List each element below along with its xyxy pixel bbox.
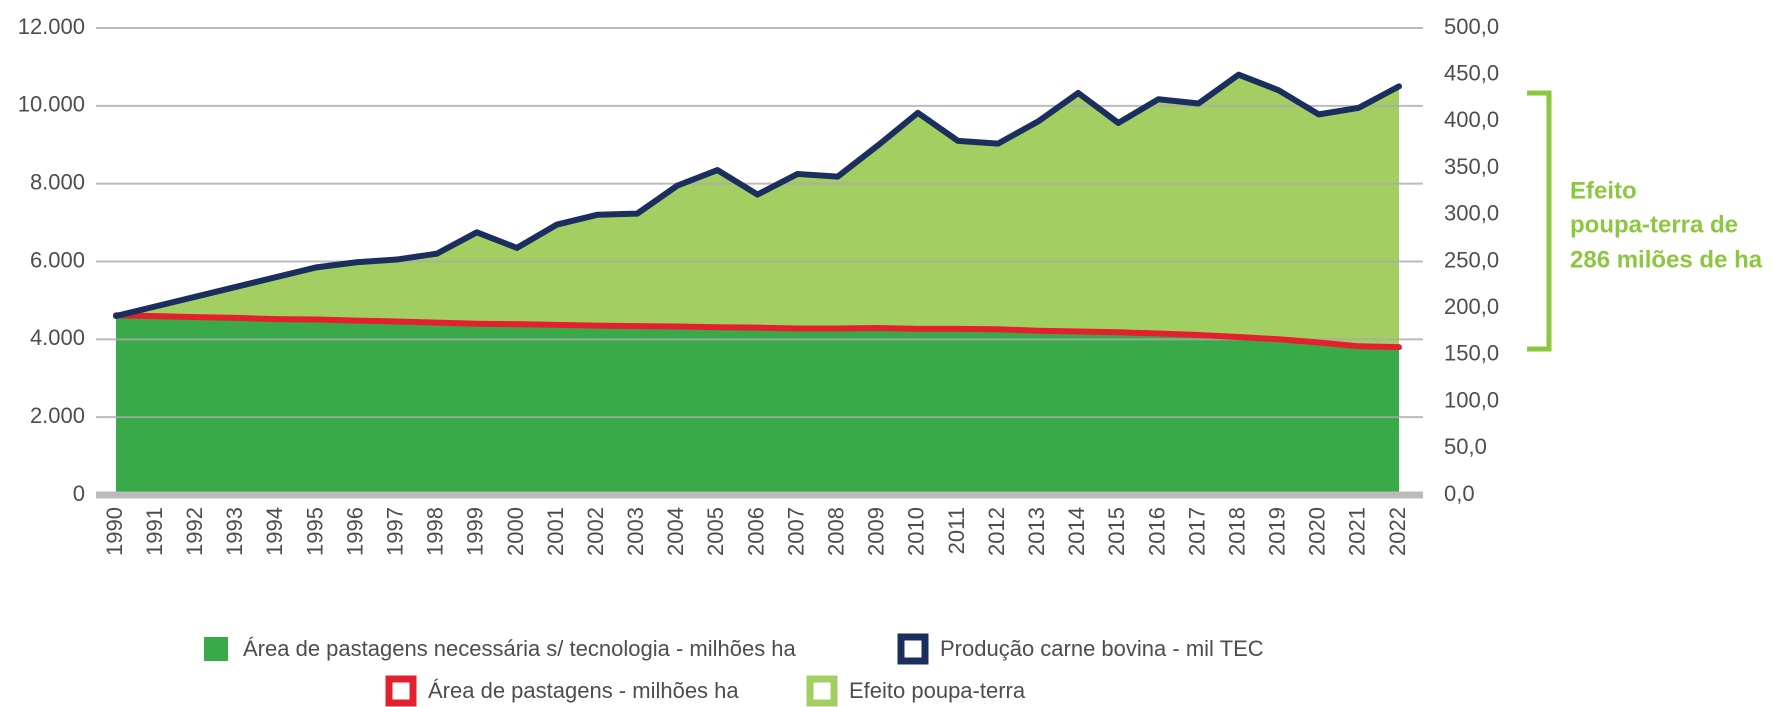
- y2-tick-label: 500,0: [1444, 14, 1499, 39]
- x-tick-label: 1990: [102, 507, 127, 556]
- x-tick-label: 1998: [423, 507, 448, 556]
- x-tick-label: 1991: [142, 507, 167, 556]
- x-tick-label: 2006: [743, 507, 768, 556]
- legend-label: Área de pastagens necessária s/ tecnolog…: [243, 636, 797, 661]
- x-tick-label: 2016: [1144, 507, 1169, 556]
- x-tick-label: 2019: [1265, 507, 1290, 556]
- x-tick-label: 1992: [182, 507, 207, 556]
- y2-tick-label: 300,0: [1444, 201, 1499, 226]
- y2-tick-label: 350,0: [1444, 154, 1499, 179]
- x-tick-label: 1996: [342, 507, 367, 556]
- line: [113, 71, 1402, 319]
- area: [116, 315, 1399, 495]
- y2-tick-label: 450,0: [1444, 61, 1499, 86]
- x-tick-label: 2014: [1064, 507, 1089, 556]
- areas: [116, 74, 1399, 495]
- line: [113, 312, 1402, 351]
- x-tick-label: 2008: [824, 507, 849, 556]
- x-tick-label: 1999: [463, 507, 488, 556]
- y-tick-label: 10.000: [18, 92, 85, 117]
- x-tick-label: 2017: [1184, 507, 1209, 556]
- x-tick-label: 2020: [1305, 507, 1330, 556]
- bracket: [1527, 90, 1552, 352]
- legend-swatch: [204, 637, 228, 661]
- x-tick-label: 2013: [1024, 507, 1049, 556]
- y2-tick-label: 250,0: [1444, 247, 1499, 272]
- y-tick-label: 0: [73, 481, 85, 506]
- x-tick-label: 1995: [302, 507, 327, 556]
- y-tick-label: 4.000: [30, 325, 85, 350]
- x-tick-label: 2002: [583, 507, 608, 556]
- y2-tick-label: 400,0: [1444, 107, 1499, 132]
- x-tick-label: 1993: [222, 507, 247, 556]
- x-tick-label: 2005: [703, 507, 728, 556]
- x-tick-label: 2021: [1345, 507, 1370, 556]
- x-tick-label: 2015: [1104, 507, 1129, 556]
- x-tick-label: 2010: [904, 507, 929, 556]
- x-tick-label: 2022: [1385, 507, 1410, 556]
- y-tick-label: 12.000: [18, 14, 85, 39]
- x-tick-label: 2000: [503, 507, 528, 556]
- x-tick-label: 2007: [783, 507, 808, 556]
- x-tick-label: 2018: [1224, 507, 1249, 556]
- y-tick-label: 8.000: [30, 169, 85, 194]
- x-tick-label: 2004: [663, 507, 688, 556]
- y-tick-label: 6.000: [30, 247, 85, 272]
- x-tick-label: 1997: [382, 507, 407, 556]
- legend-label: Produção carne bovina - mil TEC: [940, 636, 1264, 661]
- x-tick-label: 2009: [864, 507, 889, 556]
- x-tick-label: 2001: [543, 507, 568, 556]
- annotation: Efeito: [1570, 177, 1637, 204]
- annotation: poupa-terra de: [1570, 211, 1738, 238]
- y2-tick-label: 0,0: [1444, 481, 1475, 506]
- annotation: 286 milões de ha: [1570, 246, 1763, 273]
- legend-label: Área de pastagens - milhões ha: [428, 678, 739, 703]
- legend-swatch: [385, 675, 417, 707]
- y2-tick-label: 200,0: [1444, 294, 1499, 319]
- x-tick-label: 2011: [944, 507, 969, 554]
- legend-label: Efeito poupa-terra: [849, 678, 1026, 703]
- y2-tick-label: 100,0: [1444, 387, 1499, 412]
- legend-swatch: [897, 633, 929, 665]
- x-tick-label: 1994: [262, 507, 287, 556]
- x-tick-label: 2012: [984, 507, 1009, 556]
- legend-swatch: [806, 675, 838, 707]
- y2-tick-label: 50,0: [1444, 434, 1487, 459]
- x-tick-label: 2003: [623, 507, 648, 556]
- y2-tick-label: 150,0: [1444, 341, 1499, 366]
- y-tick-label: 2.000: [30, 403, 85, 428]
